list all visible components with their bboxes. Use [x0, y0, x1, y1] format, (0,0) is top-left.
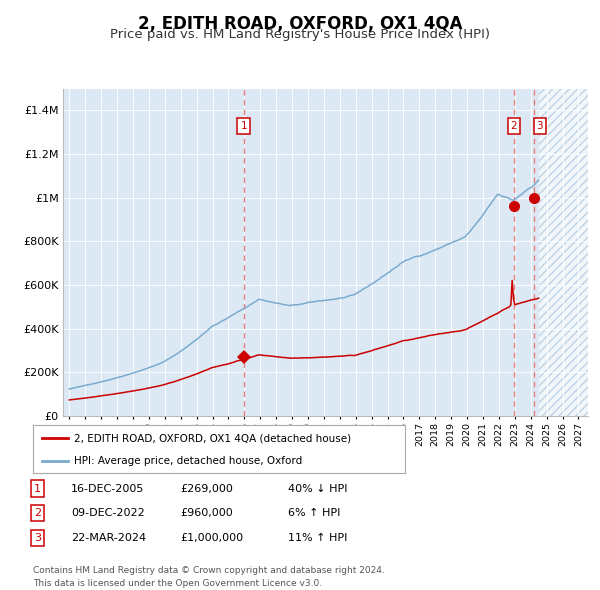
Text: £960,000: £960,000 [180, 509, 233, 518]
Text: HPI: Average price, detached house, Oxford: HPI: Average price, detached house, Oxfo… [74, 455, 302, 466]
Text: Contains HM Land Registry data © Crown copyright and database right 2024.
This d: Contains HM Land Registry data © Crown c… [33, 566, 385, 588]
Text: 2, EDITH ROAD, OXFORD, OX1 4QA (detached house): 2, EDITH ROAD, OXFORD, OX1 4QA (detached… [74, 433, 351, 443]
Text: 3: 3 [34, 533, 41, 543]
Text: 1: 1 [241, 120, 247, 130]
Text: 11% ↑ HPI: 11% ↑ HPI [288, 533, 347, 543]
Text: 1: 1 [34, 484, 41, 493]
Text: Price paid vs. HM Land Registry's House Price Index (HPI): Price paid vs. HM Land Registry's House … [110, 28, 490, 41]
Text: 3: 3 [536, 120, 543, 130]
Bar [539, 88, 595, 416]
Text: 09-DEC-2022: 09-DEC-2022 [71, 509, 145, 518]
Text: 2: 2 [511, 120, 517, 130]
Text: 2: 2 [34, 509, 41, 518]
Text: 40% ↓ HPI: 40% ↓ HPI [288, 484, 347, 493]
Text: 2, EDITH ROAD, OXFORD, OX1 4QA: 2, EDITH ROAD, OXFORD, OX1 4QA [138, 15, 462, 34]
Text: £1,000,000: £1,000,000 [180, 533, 243, 543]
Bar [539, 88, 595, 416]
Text: 22-MAR-2024: 22-MAR-2024 [71, 533, 146, 543]
Bar [539, 88, 595, 416]
Text: 6% ↑ HPI: 6% ↑ HPI [288, 509, 340, 518]
Text: 16-DEC-2005: 16-DEC-2005 [71, 484, 144, 493]
Text: £269,000: £269,000 [180, 484, 233, 493]
